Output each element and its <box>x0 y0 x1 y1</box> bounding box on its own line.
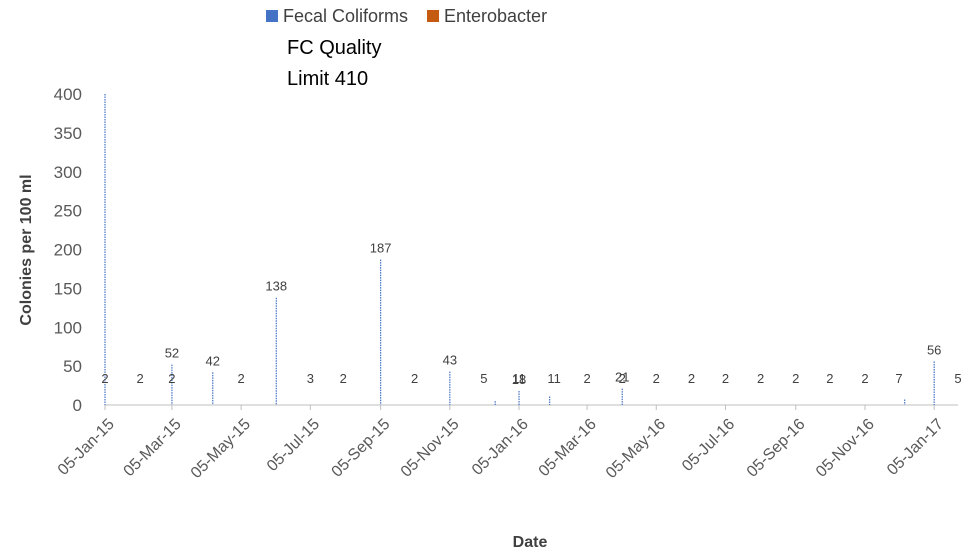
x-tick-label: 05-May-15 <box>188 416 254 482</box>
legend-swatch-fecal-coliforms <box>266 10 278 22</box>
data-label: 138 <box>265 279 287 294</box>
x-tick-label: 05-Mar-15 <box>121 416 185 480</box>
quality-limit-annotation-line-1: FC Quality <box>287 37 381 59</box>
x-tick-label: 05-Jul-15 <box>264 416 323 475</box>
data-label: 2 <box>792 371 799 386</box>
x-tick-label: 05-Sep-15 <box>329 416 394 481</box>
y-tick-label: 200 <box>54 241 82 260</box>
y-tick-label: 350 <box>54 124 82 143</box>
x-tick-label: 05-Sep-16 <box>744 416 809 481</box>
x-tick-label: 05-Mar-16 <box>536 416 600 480</box>
data-label: 56 <box>927 342 941 357</box>
y-tick-label: 400 <box>54 85 82 104</box>
data-label: 42 <box>206 353 220 368</box>
x-tick-label: 05-Nov-15 <box>398 416 463 481</box>
data-label: 7 <box>895 371 902 386</box>
data-label: 43 <box>443 353 457 368</box>
data-label: 11 <box>512 371 526 386</box>
data-label: 2 <box>826 371 833 386</box>
legend-label-enterobacter: Enterobacter <box>444 6 547 26</box>
data-label: 2 <box>722 371 729 386</box>
y-axis-title: Colonies per 100 ml <box>18 174 35 325</box>
y-tick-label: 150 <box>54 279 82 298</box>
data-label: 5 <box>480 371 487 386</box>
legend-item-enterobacter: Enterobacter <box>427 6 547 26</box>
y-tick-label: 250 <box>54 202 82 221</box>
legend-swatch-enterobacter <box>427 10 439 22</box>
data-label: 2 <box>340 371 347 386</box>
data-label: 3 <box>307 371 314 386</box>
data-label: 2 <box>137 371 144 386</box>
data-label: 2 <box>237 371 244 386</box>
data-label: 2 <box>653 371 660 386</box>
data-label: 21 <box>615 370 629 385</box>
x-axis-title: Date <box>513 534 548 551</box>
x-tick-label: 05-Jul-16 <box>679 416 738 475</box>
y-tick-label: 100 <box>54 318 82 337</box>
y-tick-label: 0 <box>73 396 82 415</box>
data-label: 187 <box>370 241 392 256</box>
data-label: 2 <box>583 371 590 386</box>
data-label: 2 <box>688 371 695 386</box>
x-tick-label: 05-May-16 <box>603 416 669 482</box>
legend-item-fecal-coliforms: Fecal Coliforms <box>266 6 408 26</box>
legend-label-fecal-coliforms: Fecal Coliforms <box>283 6 408 26</box>
data-label: 2 <box>168 371 175 386</box>
legend: Fecal Coliforms Enterobacter <box>266 6 547 26</box>
data-label: 2 <box>861 371 868 386</box>
y-tick-label: 300 <box>54 163 82 182</box>
x-tick-label: 05-Jan-15 <box>55 416 118 479</box>
x-tick-label: 05-Nov-16 <box>813 416 878 481</box>
data-label: 18 <box>512 372 526 387</box>
data-label: 2 <box>619 371 626 386</box>
data-label: 11 <box>547 371 561 386</box>
data-label: 2 <box>101 371 108 386</box>
data-label: 52 <box>165 346 179 361</box>
y-tick-label: 50 <box>63 357 82 376</box>
data-label: 2 <box>757 371 764 386</box>
x-tick-label: 05-Jan-16 <box>469 416 532 479</box>
x-tick-label: 05-Jan-17 <box>884 416 947 479</box>
data-label: 2 <box>411 371 418 386</box>
data-label: 5 <box>954 371 961 386</box>
quality-limit-annotation-line-2: Limit 410 <box>287 68 368 90</box>
